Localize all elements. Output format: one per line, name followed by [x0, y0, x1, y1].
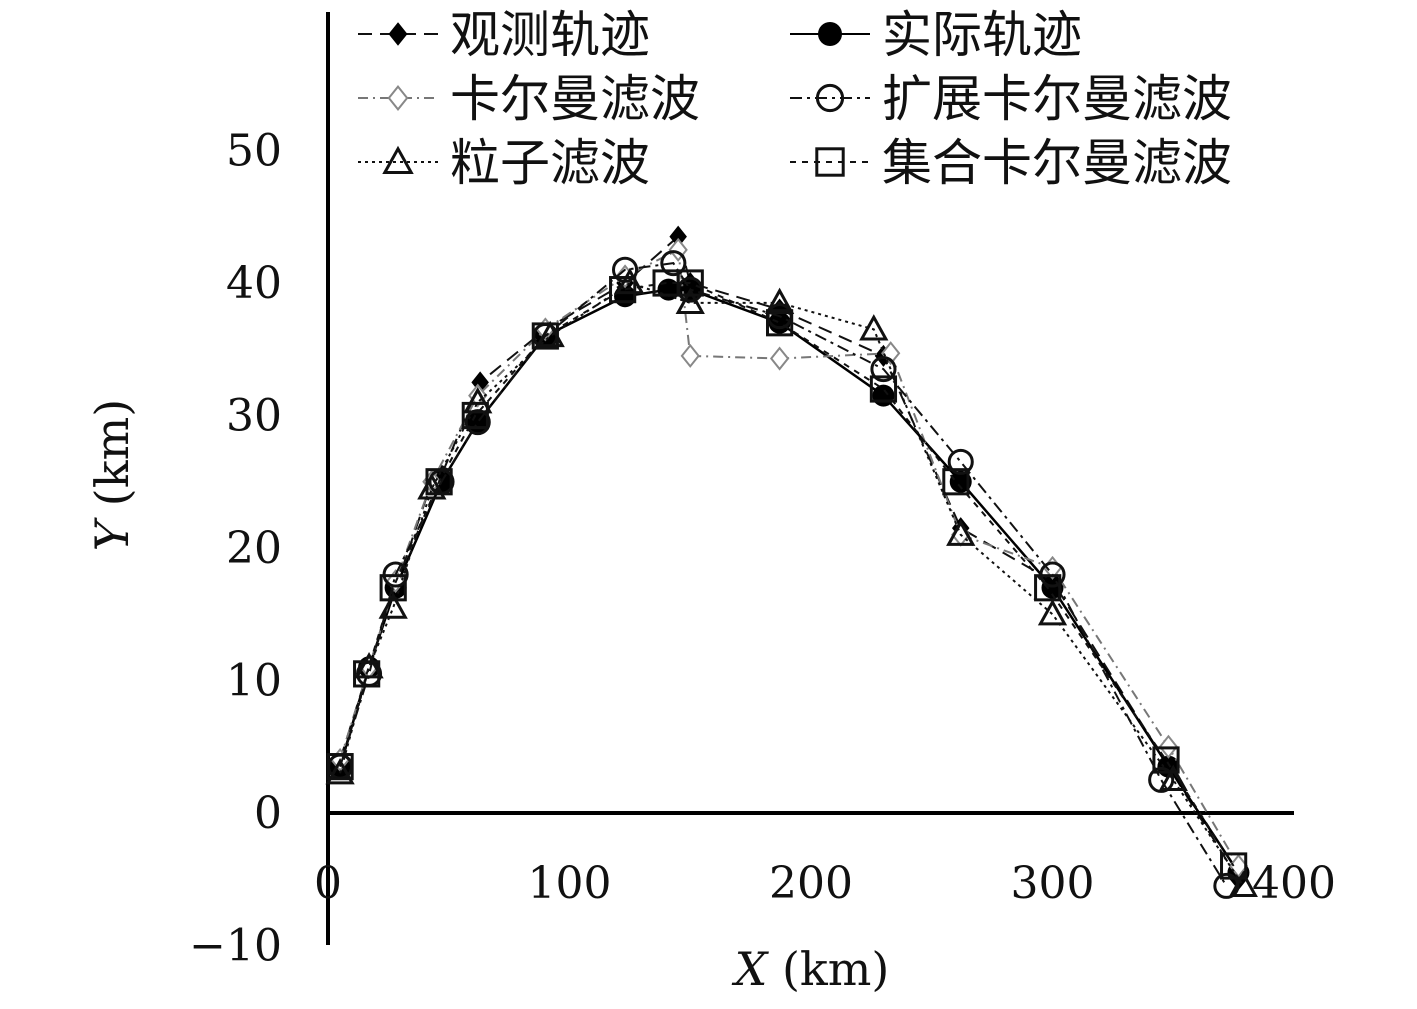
x-tick-label: 200	[769, 858, 853, 909]
y-tick-label: 50	[226, 126, 282, 177]
data-point	[768, 311, 791, 334]
legend-marker	[382, 145, 414, 175]
series-line	[339, 262, 1228, 887]
data-point	[1228, 870, 1258, 898]
series-6	[326, 269, 1248, 880]
data-point	[378, 592, 408, 619]
data-point	[680, 343, 700, 368]
data-point	[764, 287, 795, 315]
legend-item: 观测轨迹	[358, 6, 650, 64]
y-tick-label: 0	[254, 788, 282, 839]
series-4	[327, 250, 1240, 899]
series-2	[329, 278, 1250, 884]
data-point	[766, 309, 794, 337]
y-tick-label: 20	[226, 523, 282, 574]
data-point	[1220, 852, 1248, 880]
series-line	[338, 288, 1240, 874]
data-point	[1152, 746, 1180, 774]
y-tick-label: 10	[226, 656, 282, 707]
data-point	[461, 401, 489, 430]
x-tick-label: 400	[1252, 858, 1336, 909]
legend-item: 集合卡尔曼滤波	[790, 134, 1232, 192]
data-point	[949, 470, 972, 493]
data-point	[1228, 853, 1249, 879]
data-point	[675, 287, 705, 315]
legend-marker	[818, 22, 842, 46]
legend-marker	[388, 22, 408, 46]
series-line	[339, 248, 1240, 867]
data-point	[869, 375, 898, 403]
legend-item: 实际轨迹	[790, 6, 1082, 64]
legend-label: 观测轨迹	[450, 6, 650, 64]
legend-label: 集合卡尔曼滤波	[882, 134, 1232, 192]
data-point	[531, 322, 559, 350]
legend-item: 粒子滤波	[358, 134, 650, 192]
legend-label: 粒子滤波	[450, 134, 650, 192]
data-point	[1034, 574, 1062, 602]
data-point	[946, 519, 976, 546]
y-axis-title: Y (km)	[85, 399, 139, 551]
x-tick-label: 0	[314, 858, 342, 909]
data-point	[425, 468, 453, 496]
axes: −10 0 10 20 30 40 50 0 100 200 300 400	[189, 12, 1336, 972]
legend-item: 卡尔曼滤波	[358, 70, 700, 128]
y-tick-label: 30	[226, 391, 282, 442]
data-point	[609, 276, 637, 304]
series-line	[339, 282, 1235, 867]
data-point	[660, 250, 687, 277]
series-line	[339, 234, 1240, 880]
data-point	[947, 448, 974, 475]
data-point	[326, 753, 354, 781]
data-point	[468, 383, 488, 408]
x-axis-label: X	[732, 942, 770, 996]
data-point	[354, 652, 384, 679]
data-point	[353, 660, 381, 688]
legend-marker	[815, 83, 845, 113]
data-point	[769, 346, 790, 371]
y-axis-label: Y	[85, 516, 139, 551]
legend-marker	[815, 147, 845, 177]
data-point	[872, 384, 895, 407]
data-point	[463, 387, 493, 414]
x-axis-title: X (km)	[732, 942, 890, 996]
y-axis-unit: (km)	[85, 399, 139, 506]
data-point	[379, 574, 407, 602]
data-point	[325, 758, 355, 785]
data-point	[859, 314, 889, 341]
data-point	[870, 356, 897, 383]
legend-label: 卡尔曼滤波	[450, 70, 700, 128]
data-point	[1158, 764, 1188, 792]
data-point	[1148, 766, 1175, 793]
series-layer	[325, 225, 1258, 899]
y-tick-label: −10	[189, 921, 282, 972]
x-axis-unit: (km)	[782, 942, 889, 996]
legend-label: 实际轨迹	[882, 6, 1082, 64]
series-line	[339, 281, 1245, 887]
data-point	[676, 269, 704, 297]
data-point	[1037, 599, 1068, 626]
x-tick-label: 100	[528, 858, 612, 909]
series-5	[325, 267, 1258, 898]
legend-marker	[387, 84, 409, 112]
y-tick-label: 40	[226, 258, 282, 309]
data-point	[942, 468, 970, 496]
legend-item: 扩展卡尔曼滤波	[790, 70, 1232, 128]
data-point	[1041, 576, 1064, 599]
legend-label: 扩展卡尔曼滤波	[882, 70, 1232, 128]
x-tick-label: 300	[1011, 858, 1095, 909]
